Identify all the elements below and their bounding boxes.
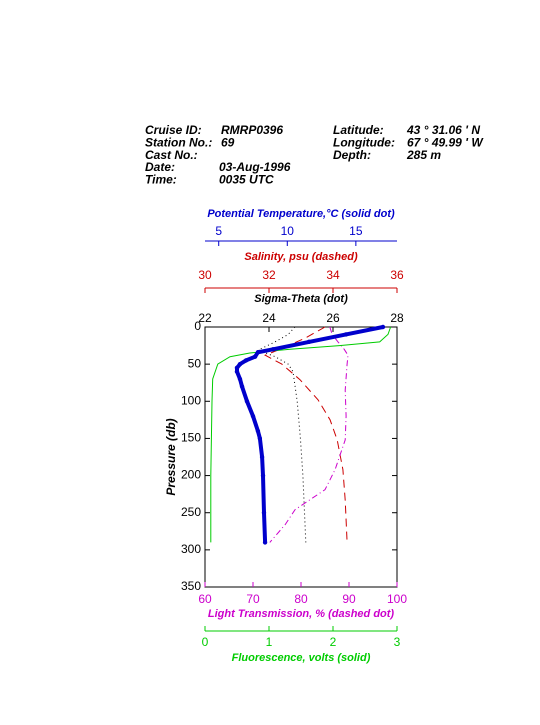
x-tick-label: 100 — [387, 592, 407, 606]
y-tick-label: 50 — [188, 356, 202, 370]
header-value: 03-Aug-1996 — [219, 160, 291, 174]
x-axis-title: Light Transmission, % (dashed dot) — [208, 608, 395, 620]
x-tick-label: 2 — [330, 635, 337, 649]
header-label: Date: — [145, 160, 175, 174]
x-axis-title: Salinity, psu (dashed) — [244, 251, 358, 263]
profile-line — [210, 326, 392, 543]
y-tick-label: 150 — [181, 431, 201, 445]
x-tick-label: 22 — [198, 311, 212, 325]
header-value: 0035 UTC — [219, 172, 274, 186]
profile-line — [264, 326, 348, 543]
x-tick-label: 3 — [394, 635, 401, 649]
header-label: Cruise ID: — [145, 123, 202, 137]
header-label: Longitude: — [333, 135, 395, 149]
header-label: Cast No.: — [145, 148, 198, 162]
x-axis-title: Sigma-Theta (dot) — [254, 293, 348, 305]
y-tick-label: 350 — [181, 579, 201, 593]
x-tick-label: 28 — [390, 311, 404, 325]
x-tick-label: 36 — [390, 268, 404, 282]
x-tick-label: 80 — [294, 592, 308, 606]
x-axis-title: Fluorescence, volts (solid) — [232, 652, 371, 664]
header-value: 67 ° 49.99 ' W — [407, 135, 484, 149]
header-label: Station No.: — [145, 135, 212, 149]
y-tick-label: 100 — [181, 393, 201, 407]
x-tick-label: 26 — [326, 311, 340, 325]
header-value: 43 ° 31.06 ' N — [406, 123, 480, 137]
y-tick-label: 300 — [181, 542, 201, 556]
x-tick-label: 5 — [215, 224, 222, 238]
x-tick-label: 90 — [342, 592, 356, 606]
x-tick-label: 0 — [202, 635, 209, 649]
header-label: Depth: — [333, 148, 371, 162]
x-axis-title: Potential Temperature,°C (solid dot) — [207, 208, 395, 220]
x-tick-label: 34 — [326, 268, 340, 282]
header-label: Latitude: — [333, 123, 384, 137]
plot-frame — [204, 326, 398, 588]
y-tick-label: 0 — [194, 319, 201, 333]
header-value: 285 m — [406, 148, 441, 162]
header-value: 69 — [221, 135, 235, 149]
y-tick-label: 200 — [181, 468, 201, 482]
x-tick-label: 30 — [198, 268, 212, 282]
x-tick-label: 32 — [262, 268, 276, 282]
header-value: RMRP0396 — [221, 123, 283, 137]
x-tick-label: 24 — [262, 311, 276, 325]
profile-line — [257, 326, 307, 543]
y-axis-title: Pressure (db) — [164, 418, 178, 495]
profile-line — [269, 326, 349, 543]
y-tick-label: 250 — [181, 505, 201, 519]
x-tick-label: 60 — [198, 592, 212, 606]
x-tick-label: 10 — [281, 224, 295, 238]
profile-thick — [235, 325, 384, 543]
x-tick-label: 15 — [349, 224, 363, 238]
x-tick-label: 1 — [266, 635, 273, 649]
header-label: Time: — [145, 172, 177, 186]
x-tick-label: 70 — [246, 592, 260, 606]
